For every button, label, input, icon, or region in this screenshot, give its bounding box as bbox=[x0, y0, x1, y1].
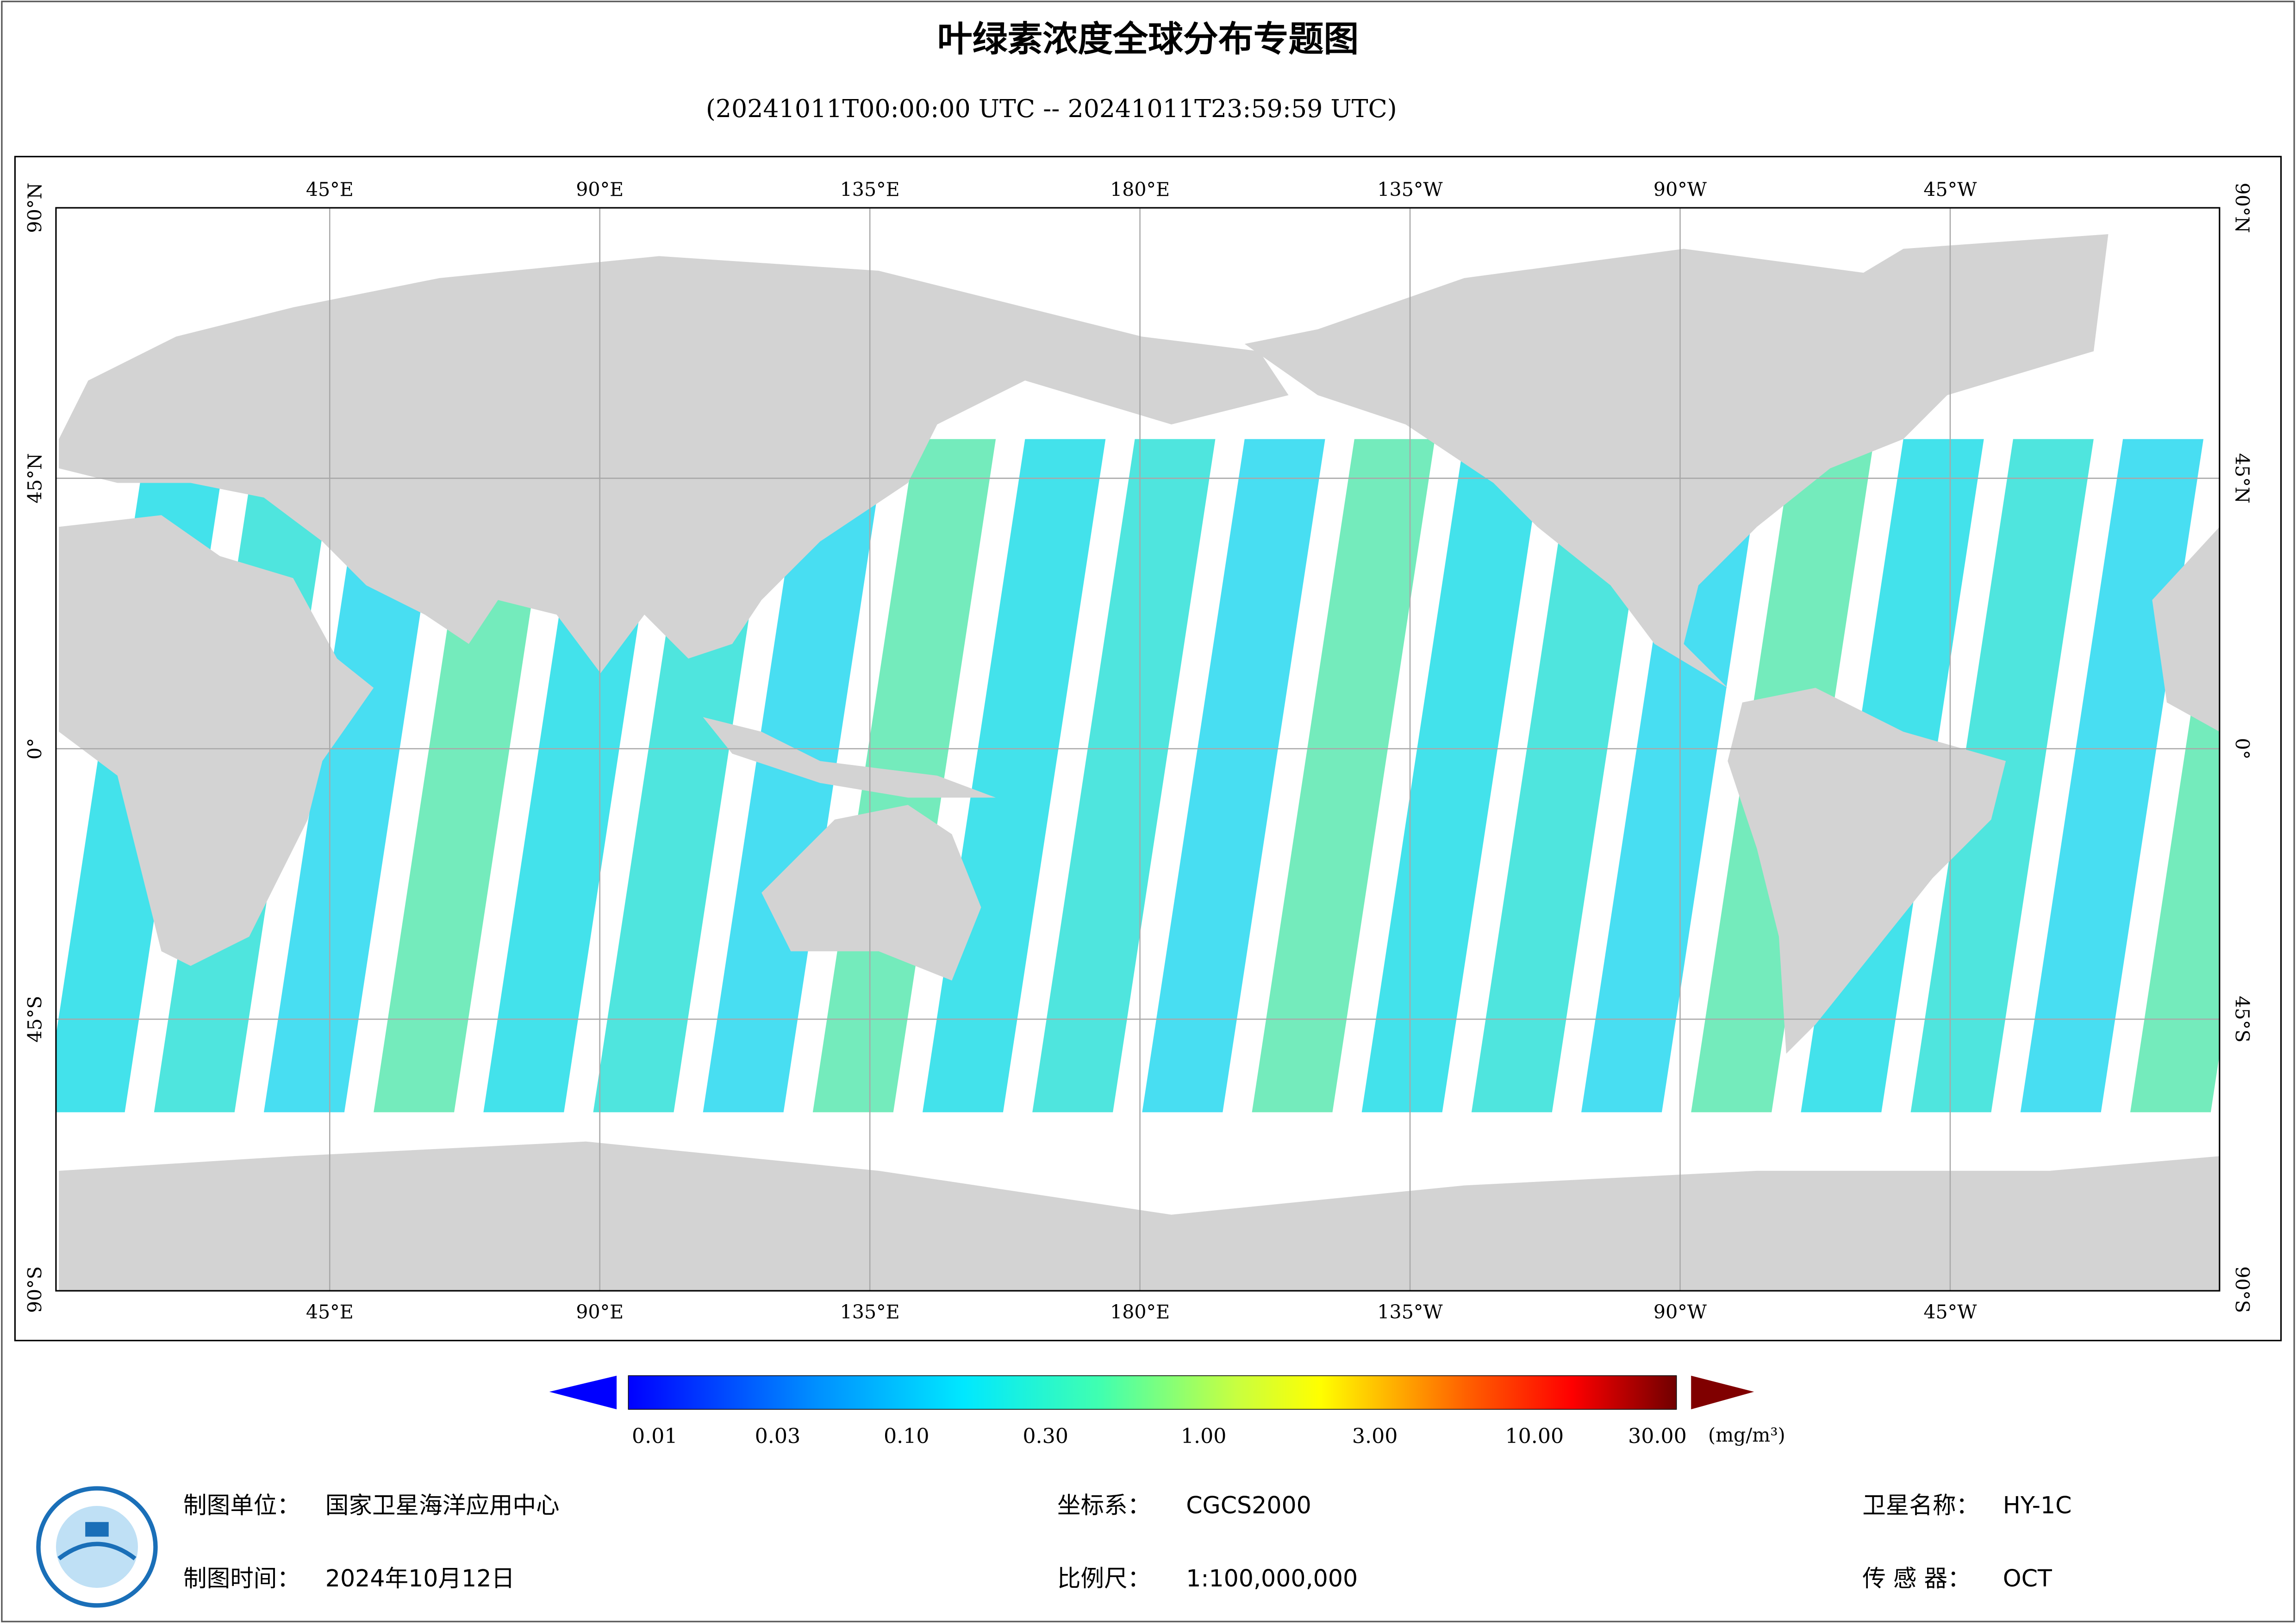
land bbox=[59, 234, 2220, 1291]
colorbar-unit: (mg/m³) bbox=[1708, 1424, 1785, 1446]
lon-label-top: 90°W bbox=[1653, 179, 1707, 201]
antarctica bbox=[59, 1141, 2220, 1291]
sensor-label: 传 感 器： bbox=[1862, 1565, 1971, 1592]
satellite-label: 卫星名称： bbox=[1862, 1492, 1979, 1519]
title: 叶绿素浓度全球分布专题图 bbox=[937, 19, 1359, 60]
africa bbox=[59, 515, 374, 966]
lon-label-bottom: 135°E bbox=[840, 1301, 900, 1323]
greenland bbox=[1830, 234, 2109, 395]
lon-label-top: 45°W bbox=[1923, 179, 1977, 201]
indonesia bbox=[703, 717, 996, 798]
south-america bbox=[1728, 688, 2006, 1054]
lon-label-bottom: 180°E bbox=[1110, 1301, 1170, 1323]
colorbar-tick-label: 30.00 bbox=[1628, 1424, 1687, 1448]
swath bbox=[1361, 439, 1545, 1113]
chlorophyll-swaths bbox=[56, 439, 2220, 1113]
lat-label-right: 90°S bbox=[2231, 1266, 2253, 1313]
colorbar-tick-label: 0.03 bbox=[755, 1424, 801, 1448]
colorbar bbox=[628, 1375, 1677, 1410]
colorbar-tick-label: 1.00 bbox=[1181, 1424, 1227, 1448]
logo bbox=[36, 1486, 158, 1608]
scale-label: 比例尺： bbox=[1057, 1565, 1151, 1592]
colorbar-low-arrow bbox=[549, 1375, 617, 1410]
time-label: 制图时间： bbox=[183, 1565, 300, 1592]
colorbar-high-arrow bbox=[1691, 1375, 1754, 1410]
swath bbox=[1142, 439, 1325, 1113]
lon-label-bottom: 45°W bbox=[1923, 1301, 1977, 1323]
crs-value: CGCS2000 bbox=[1186, 1492, 1311, 1519]
colorbar-tick-label: 0.30 bbox=[1023, 1424, 1068, 1448]
lat-label-left: 90°S bbox=[24, 1266, 46, 1313]
crs-label: 坐标系： bbox=[1057, 1492, 1151, 1519]
west-africa bbox=[2152, 527, 2220, 732]
swath bbox=[1032, 439, 1216, 1113]
map bbox=[56, 208, 2220, 1291]
lat-label-right: 90°N bbox=[2231, 183, 2253, 233]
swath bbox=[923, 439, 1106, 1113]
lat-label-left: 90°N bbox=[24, 183, 46, 233]
satellite-value: HY-1C bbox=[2003, 1492, 2072, 1519]
scale-value: 1:100,000,000 bbox=[1186, 1565, 1358, 1592]
swath bbox=[263, 439, 447, 1113]
australia bbox=[761, 805, 981, 981]
swath bbox=[703, 439, 886, 1113]
lon-label-top: 180°E bbox=[1110, 179, 1170, 201]
lon-label-bottom: 90°E bbox=[576, 1301, 624, 1323]
lon-label-top: 45°E bbox=[306, 179, 354, 201]
time-value: 2024年10月12日 bbox=[325, 1565, 515, 1592]
colorbar-tick-label: 0.10 bbox=[884, 1424, 930, 1448]
unit-value: 国家卫星海洋应用中心 bbox=[325, 1492, 560, 1519]
sensor-value: OCT bbox=[2003, 1565, 2053, 1592]
lon-label-bottom: 90°W bbox=[1653, 1301, 1707, 1323]
lon-label-top: 135°W bbox=[1377, 179, 1443, 201]
lat-label-left: 0° bbox=[24, 738, 46, 759]
colorbar-tick-label: 0.01 bbox=[632, 1424, 678, 1448]
map-frame bbox=[14, 155, 2282, 1342]
swath bbox=[1581, 439, 1765, 1113]
lon-label-bottom: 135°W bbox=[1377, 1301, 1443, 1323]
colorbar-tick-label: 3.00 bbox=[1352, 1424, 1398, 1448]
map-border bbox=[55, 207, 2221, 1292]
unit-label: 制图单位： bbox=[183, 1492, 300, 1519]
lon-label-top: 135°E bbox=[840, 179, 900, 201]
lon-label-bottom: 45°E bbox=[306, 1301, 354, 1323]
colorbar-ticks: 0.01 0.03 0.10 0.30 1.00 3.00 10.00 30.00 bbox=[632, 1424, 1687, 1448]
lat-label-left: 45°N bbox=[24, 453, 46, 504]
swath bbox=[374, 439, 557, 1113]
lat-label-right: 45°N bbox=[2231, 453, 2253, 504]
lat-label-left: 45°S bbox=[24, 996, 46, 1043]
subtitle: (20241011T00:00:00 UTC -- 20241011T23:59… bbox=[706, 94, 1397, 123]
eurasia bbox=[59, 256, 1289, 673]
swath bbox=[1471, 439, 1655, 1113]
graticule bbox=[56, 208, 2220, 1291]
lat-label-right: 0° bbox=[2231, 738, 2253, 759]
swath bbox=[1252, 439, 1435, 1113]
lon-label-top: 90°E bbox=[576, 179, 624, 201]
colorbar-tick-label: 10.00 bbox=[1505, 1424, 1564, 1448]
lat-label-right: 45°S bbox=[2231, 996, 2253, 1043]
north-america bbox=[1244, 249, 1977, 688]
